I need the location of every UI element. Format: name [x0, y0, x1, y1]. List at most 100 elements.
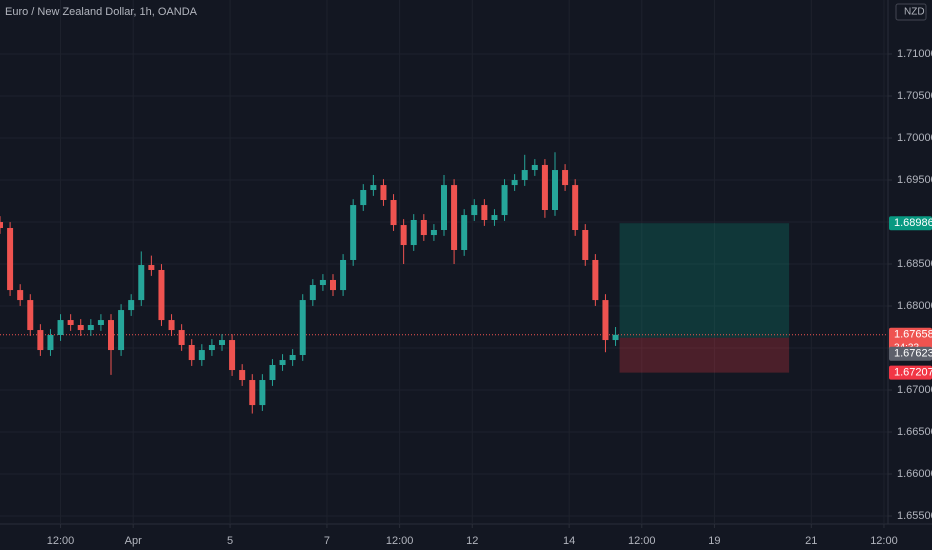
candle-body — [400, 225, 407, 246]
candle-body — [0, 222, 3, 228]
x-tick-label: 19 — [708, 535, 720, 547]
candle-body — [178, 330, 185, 345]
x-tick-label: 12 — [466, 535, 478, 547]
y-tick-label: 1.66500 — [897, 426, 932, 438]
candle-body — [97, 320, 104, 326]
candle-body — [541, 164, 548, 211]
y-tick-label: 1.71000 — [897, 48, 932, 60]
y-tick-label: 1.69500 — [897, 174, 932, 186]
candle-body — [380, 185, 387, 201]
candle-body — [461, 215, 468, 250]
candle-body — [118, 310, 125, 351]
candle-body — [602, 300, 609, 341]
candle-body — [511, 180, 518, 186]
y-tick-label: 1.68500 — [897, 258, 932, 270]
candle-body — [592, 259, 599, 301]
y-tick-label: 1.67000 — [897, 384, 932, 396]
candle-body — [128, 300, 135, 311]
profit-zone — [619, 223, 790, 338]
candle-body — [430, 229, 437, 236]
stop-label: 1.67207 — [894, 367, 932, 379]
grid — [0, 0, 888, 523]
x-tick-label: 14 — [563, 535, 575, 547]
candle-body — [138, 265, 145, 301]
target-label: 1.68986 — [894, 217, 932, 229]
chart-title: Euro / New Zealand Dollar, 1h, OANDA — [5, 6, 198, 18]
x-tick-label: 12:00 — [386, 535, 414, 547]
entry-label-box — [889, 346, 932, 361]
candle-body — [420, 220, 427, 236]
candle-body — [360, 190, 367, 206]
y-tick-label: 1.70000 — [897, 132, 932, 144]
candle-body — [572, 185, 579, 230]
candle-body — [249, 380, 256, 406]
candle-body — [340, 259, 347, 291]
candle-body — [612, 334, 619, 341]
candle-body — [441, 185, 447, 230]
candle-body — [582, 229, 589, 260]
candle-body — [279, 360, 286, 365]
candle-body — [239, 370, 246, 381]
candle-body — [17, 290, 24, 301]
candle-body — [319, 279, 326, 286]
candle-body — [27, 300, 34, 331]
candle-body — [289, 354, 296, 361]
x-tick-label: 5 — [227, 535, 233, 547]
candle-body — [481, 205, 488, 221]
candle-body — [330, 279, 336, 291]
x-tick-label: Apr — [125, 535, 142, 547]
candle-body — [198, 350, 205, 361]
y-tick-label: 1.66000 — [897, 468, 932, 480]
x-tick-label: 12:00 — [870, 535, 898, 547]
candle-body — [531, 164, 538, 171]
candle-body — [451, 185, 458, 250]
candle-body — [350, 205, 357, 260]
axes — [0, 0, 932, 525]
candle-body — [471, 205, 478, 216]
candle-body — [269, 364, 276, 381]
candle-body — [410, 220, 417, 246]
candle-body — [57, 320, 64, 336]
x-tick-label: 12:00 — [47, 535, 75, 547]
entry-label: 1.67623 — [894, 348, 932, 360]
x-tick-label: 12:00 — [628, 535, 656, 547]
candle-body — [108, 320, 114, 351]
candle-body — [229, 340, 236, 371]
candle-body — [562, 170, 569, 186]
stop-label-box — [889, 365, 932, 380]
y-tick-label: 1.68000 — [897, 300, 932, 312]
y-tick-label: 1.70500 — [897, 90, 932, 102]
candle-body — [77, 325, 84, 331]
x-tick-label: 7 — [324, 535, 330, 547]
x-tick-label: 21 — [805, 535, 817, 547]
current-price-label: 1.67658 — [894, 329, 932, 341]
candle-body — [259, 380, 266, 406]
candle-body — [168, 320, 175, 331]
candle-body — [370, 185, 377, 191]
candle-body — [219, 340, 225, 345]
candle-body — [521, 170, 528, 181]
target-label-box — [889, 216, 932, 231]
marks — [0, 152, 888, 414]
loss-zone — [619, 337, 790, 373]
candle-body — [552, 170, 558, 211]
candle-body — [188, 344, 195, 361]
y-tick-label: 1.65500 — [897, 510, 932, 522]
candle-body — [299, 300, 306, 355]
currency-label[interactable]: NZD — [904, 7, 925, 18]
candle-body — [390, 200, 397, 226]
candle-body — [158, 269, 165, 321]
candle-body — [148, 265, 155, 270]
currency-box[interactable] — [895, 3, 927, 21]
candle-body — [67, 320, 74, 326]
candle-body — [37, 330, 44, 351]
candle-body — [47, 335, 54, 351]
candle-body — [501, 185, 508, 216]
candle-body — [491, 215, 498, 221]
candle-body — [87, 325, 94, 331]
candle-body — [309, 285, 316, 301]
candle-body — [208, 344, 215, 351]
candle-body — [7, 227, 14, 291]
